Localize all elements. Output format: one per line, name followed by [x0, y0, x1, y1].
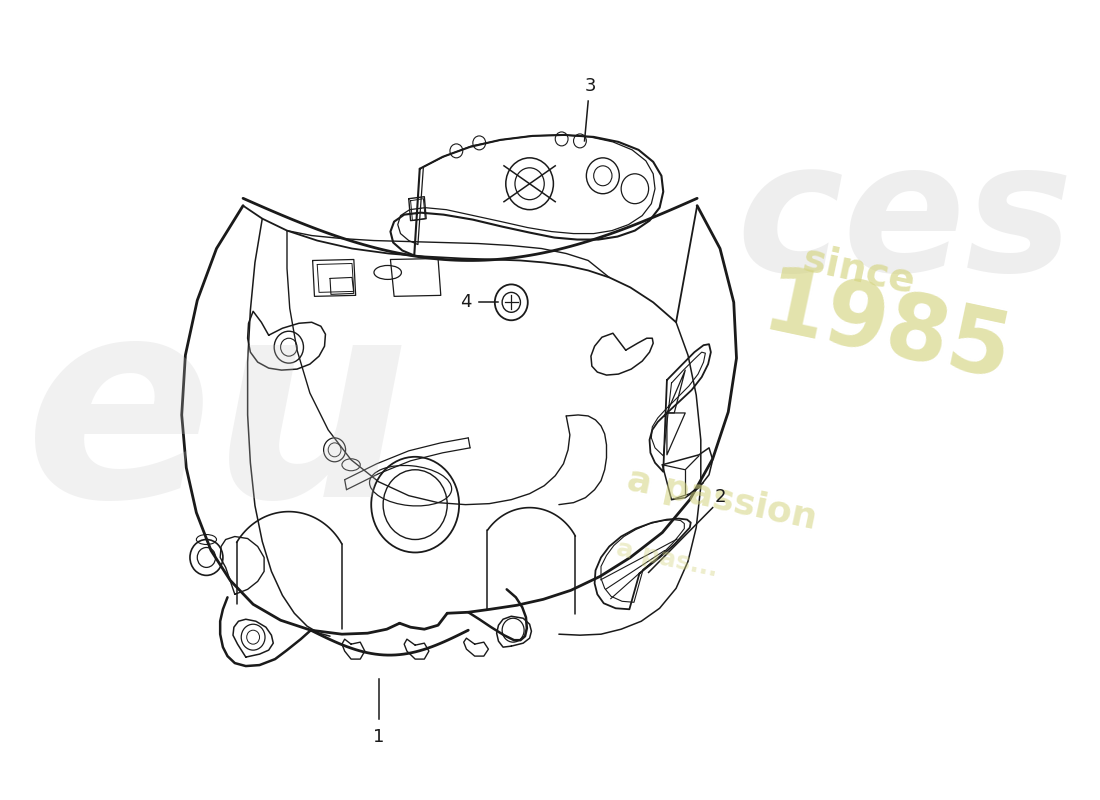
Text: eu: eu [25, 285, 411, 555]
Text: a pas...: a pas... [614, 537, 720, 582]
Text: 2: 2 [714, 488, 726, 506]
Text: ces: ces [737, 133, 1074, 309]
Text: 1985: 1985 [755, 261, 1019, 399]
Text: 4: 4 [461, 294, 472, 311]
Text: a passion: a passion [624, 463, 820, 536]
Text: since: since [800, 240, 918, 301]
Text: 3: 3 [585, 77, 596, 95]
Text: 1: 1 [373, 728, 384, 746]
